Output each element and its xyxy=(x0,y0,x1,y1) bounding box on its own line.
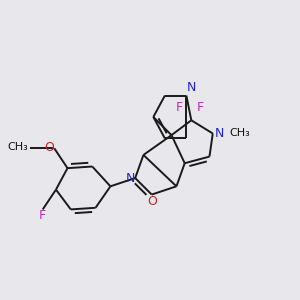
Text: O: O xyxy=(147,195,157,208)
Text: CH₃: CH₃ xyxy=(7,142,28,152)
Text: N: N xyxy=(186,81,196,94)
Text: O: O xyxy=(44,141,54,154)
Text: CH₃: CH₃ xyxy=(229,128,250,139)
Text: F: F xyxy=(176,101,183,114)
Text: N: N xyxy=(214,127,224,140)
Text: N: N xyxy=(126,172,135,184)
Text: F: F xyxy=(39,209,46,222)
Text: F: F xyxy=(196,101,203,114)
